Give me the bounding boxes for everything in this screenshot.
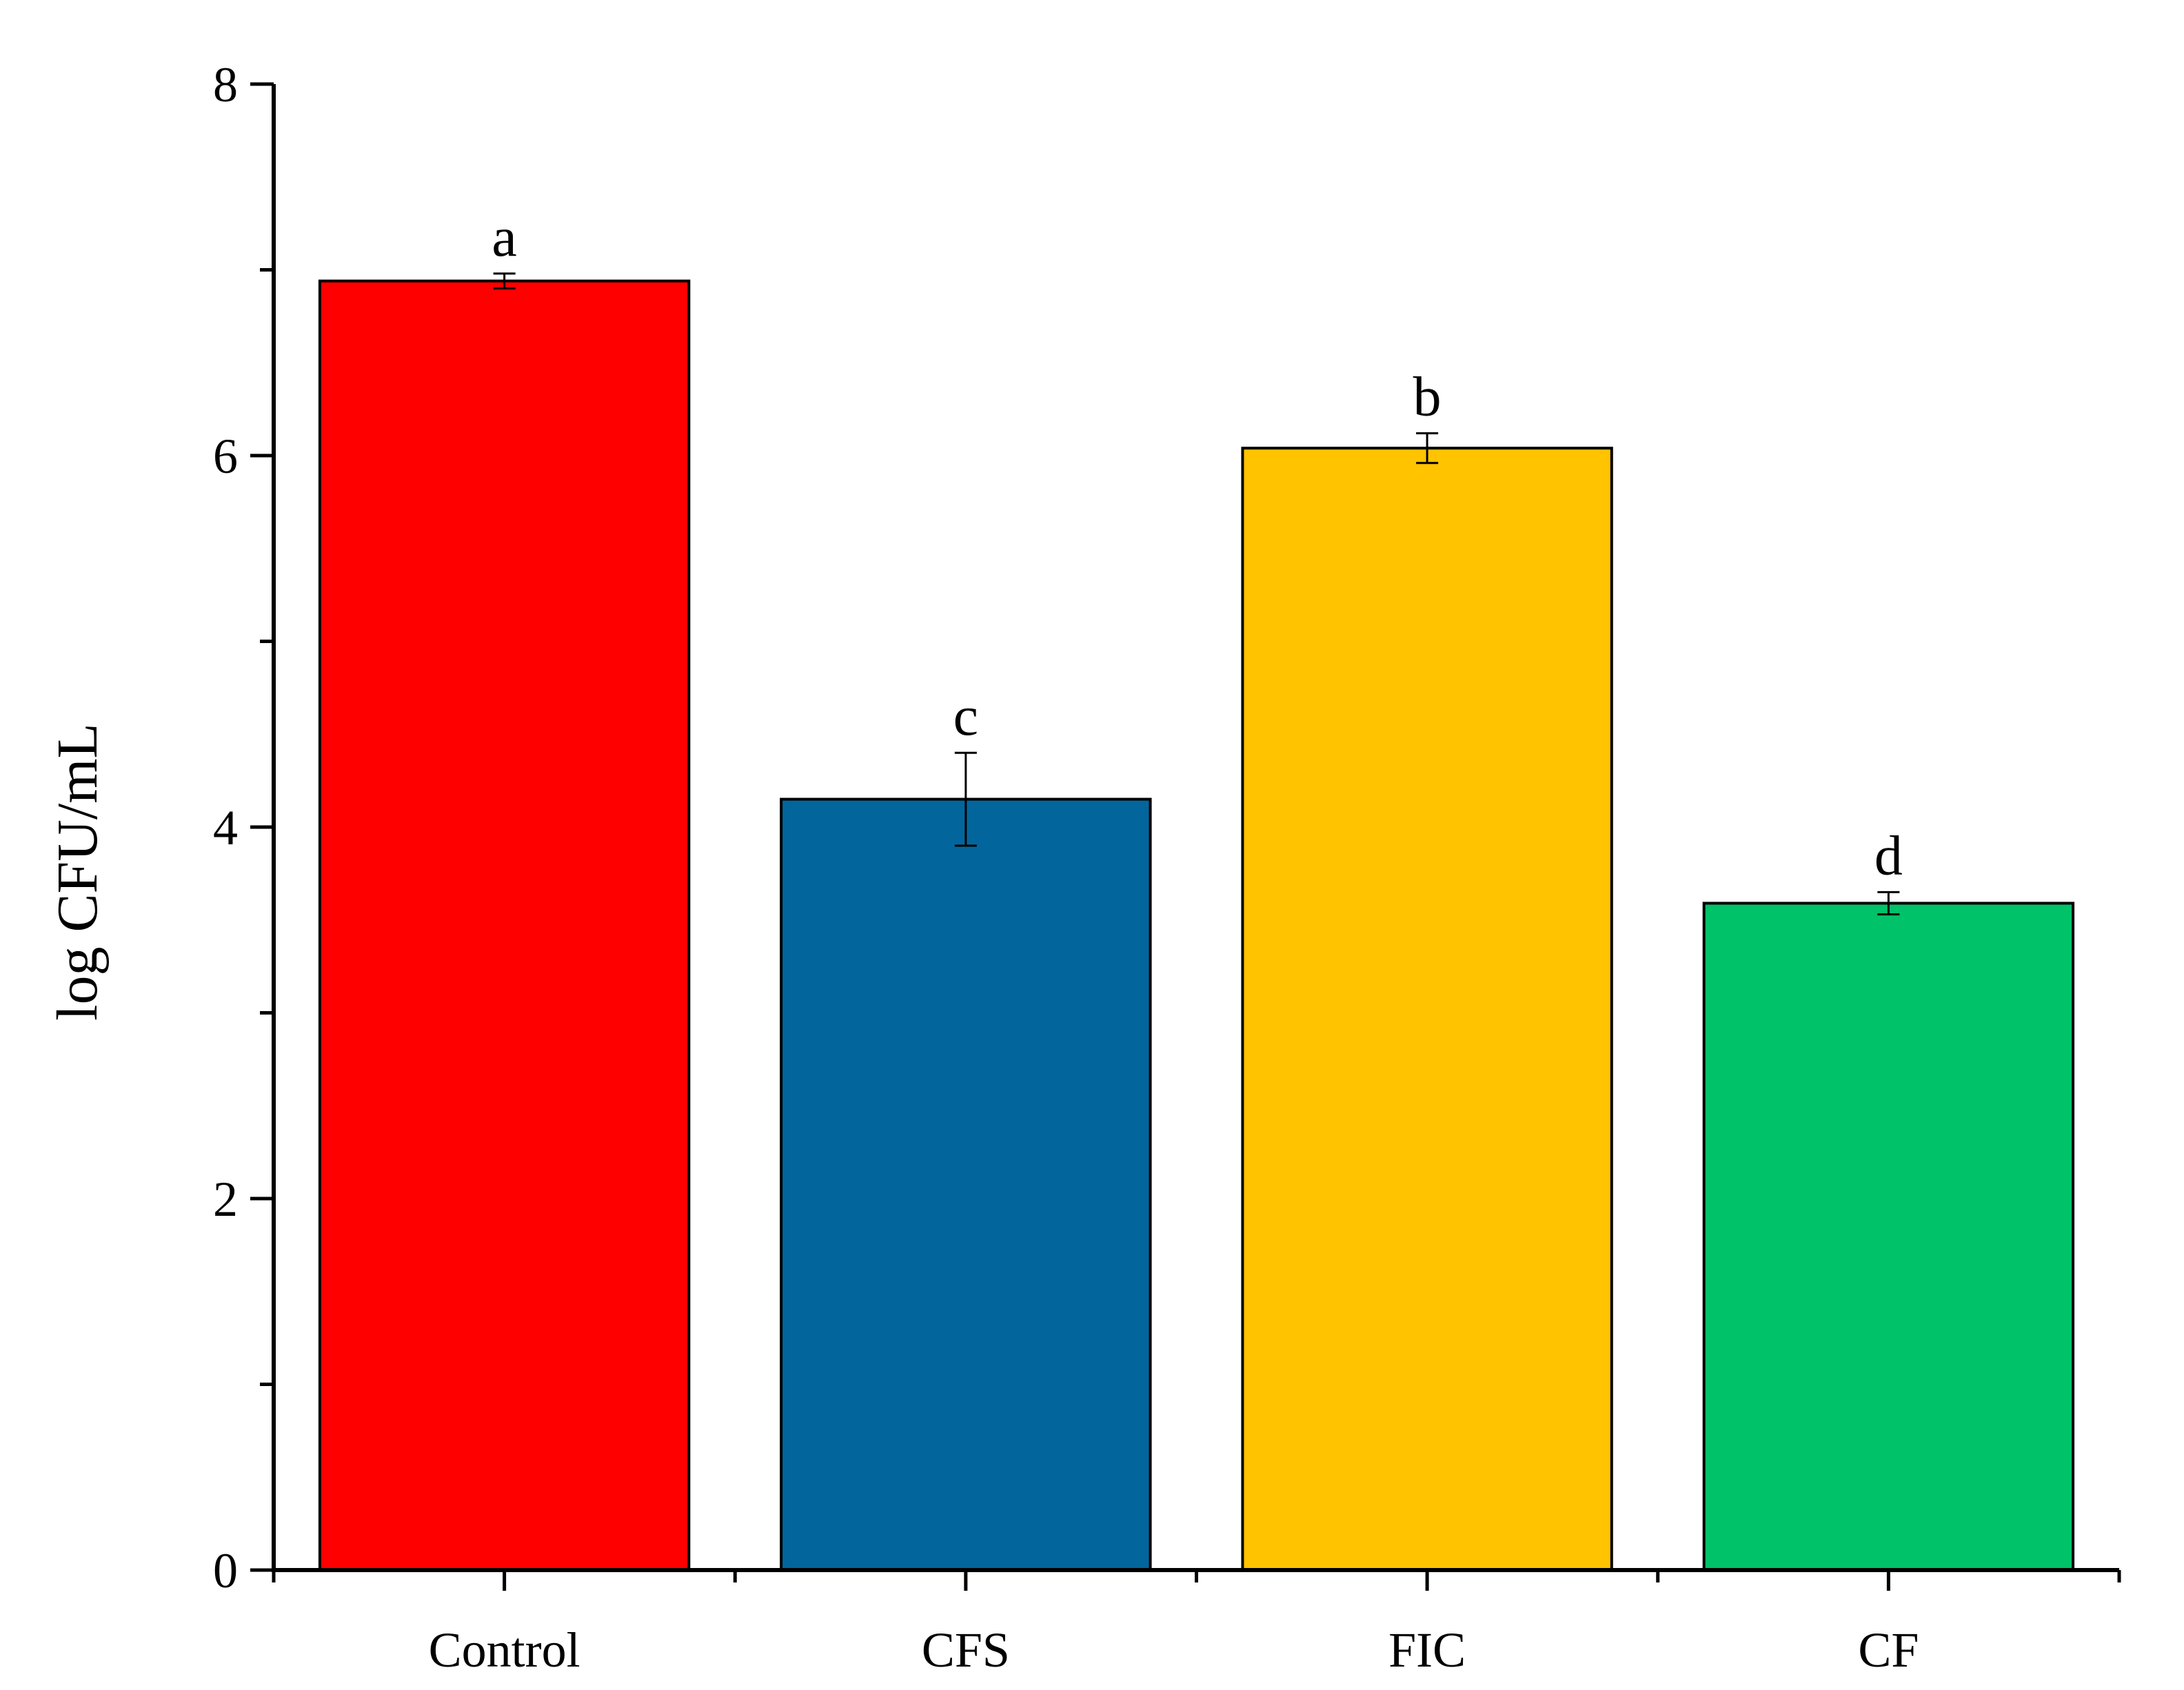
y-tick-label: 0 [213,1543,238,1598]
x-tick-label-control: Control [429,1622,580,1678]
x-tick-label-cf: CF [1858,1622,1919,1678]
y-tick-label: 2 [213,1172,238,1227]
axes-group: Control CFS FIC CF 0 2 4 6 8 [213,57,2121,1678]
y-tick-label: 8 [213,57,238,112]
x-tick-label-fic: FIC [1388,1622,1466,1678]
bar-fic [1241,447,1613,1571]
significance-label-fic: b [1413,365,1442,428]
y-axis-title: log CFU/mL [46,723,110,1021]
significance-labels-group: a c b d [492,205,1902,886]
y-tick-label: 6 [213,429,238,484]
bar-cfs [780,797,1152,1571]
error-bars-group [493,272,1900,916]
y-tick-label: 4 [213,800,238,855]
significance-label-control: a [492,205,516,268]
bar-control [318,279,691,1571]
significance-label-cf: d [1874,824,1903,886]
x-tick-label-cfs: CFS [922,1622,1010,1678]
bar-cf [1702,902,2075,1571]
bars-group [318,279,2075,1571]
significance-label-cfs: c [953,684,978,747]
